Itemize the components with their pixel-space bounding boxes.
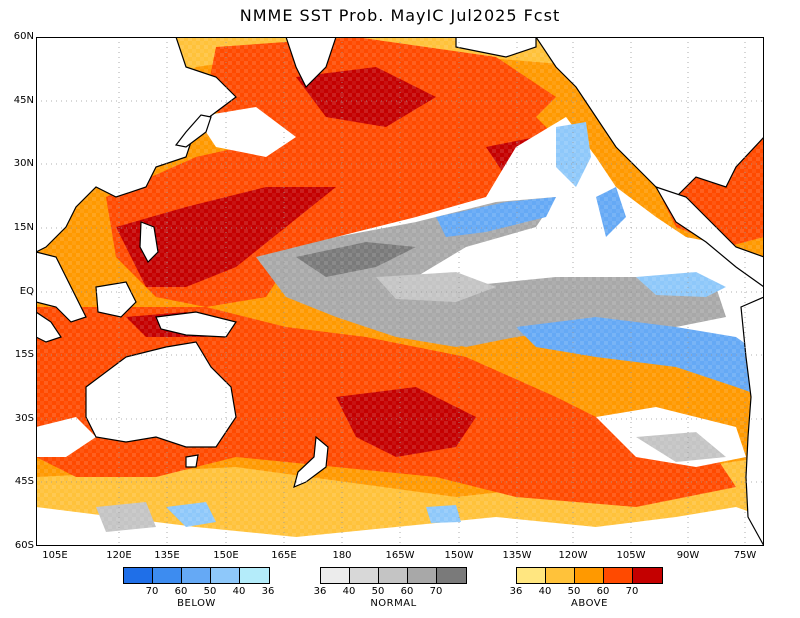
legend-swatch <box>575 568 604 583</box>
land-indochina <box>36 251 87 323</box>
legend-tick: 40 <box>538 586 552 597</box>
legend-swatch <box>437 568 466 583</box>
lon-label: 165E <box>271 550 297 561</box>
lon-label: 120E <box>106 550 132 561</box>
legend-above: 36 40 50 60 70 ABOVE <box>510 567 663 609</box>
sst-probability-map <box>36 37 764 546</box>
lon-label: 105E <box>42 550 68 561</box>
legend-swatch <box>124 568 153 583</box>
legend-tick: 36 <box>509 586 523 597</box>
legend-swatch <box>182 568 211 583</box>
lat-label: 15N <box>13 222 34 233</box>
lon-label: 150W <box>444 550 474 561</box>
legend-swatch <box>240 568 269 583</box>
legend-swatch <box>211 568 240 583</box>
land-aleutians <box>455 37 537 58</box>
land-new-zealand <box>293 435 329 489</box>
lat-label: 45S <box>14 476 34 487</box>
legend-above-swatches <box>516 567 663 584</box>
legend-tick: 60 <box>596 586 610 597</box>
lon-label: 165W <box>385 550 415 561</box>
lon-label: 150E <box>213 550 239 561</box>
legend-above-title: ABOVE <box>571 598 608 609</box>
legend-tick: 60 <box>174 586 188 597</box>
legend-below-title: BELOW <box>177 598 216 609</box>
legend-swatch <box>321 568 350 583</box>
legend-below-swatches <box>123 567 270 584</box>
land-asia <box>36 37 237 253</box>
legend-tick: 70 <box>145 586 159 597</box>
land-masses <box>36 37 764 546</box>
land-south-america <box>740 296 764 546</box>
legend-tick: 60 <box>400 586 414 597</box>
lon-label: 180 <box>332 550 352 561</box>
lat-label: 60S <box>14 540 34 551</box>
legend-swatch <box>633 568 662 583</box>
lat-label: 30S <box>14 413 34 424</box>
land-philippines <box>139 221 159 263</box>
legend-tick: 70 <box>429 586 443 597</box>
legend-tick: 36 <box>313 586 327 597</box>
legend-tick: 36 <box>261 586 275 597</box>
lon-label: 135E <box>154 550 180 561</box>
land-japan <box>174 114 212 148</box>
legend-swatch <box>153 568 182 583</box>
map-title: NMME SST Prob. MayIC Jul2025 Fcst <box>239 6 561 25</box>
legend-swatch <box>408 568 437 583</box>
lon-label: 90W <box>676 550 700 561</box>
lon-label: 75W <box>733 550 757 561</box>
legend-swatch <box>604 568 633 583</box>
lat-label: 45N <box>13 95 34 106</box>
land-central-america <box>654 185 764 288</box>
legend-tick: 70 <box>625 586 639 597</box>
lat-label: 15S <box>14 349 34 360</box>
legend-swatch <box>379 568 408 583</box>
legend-tick: 50 <box>203 586 217 597</box>
land-tasmania <box>185 454 199 468</box>
legend-tick: 40 <box>342 586 356 597</box>
legend-tick: 50 <box>371 586 385 597</box>
legend-normal: 36 40 50 60 70 NORMAL <box>314 567 467 609</box>
land-borneo <box>95 281 137 318</box>
lon-label: 135W <box>502 550 532 561</box>
legend-normal-title: NORMAL <box>370 598 417 609</box>
legend-swatch <box>546 568 575 583</box>
lon-label: 120W <box>558 550 588 561</box>
legend-below: 70 60 50 40 36 BELOW <box>123 567 274 609</box>
land-sumatra <box>36 311 62 343</box>
lat-label: 60N <box>13 31 34 42</box>
legend-swatch <box>350 568 379 583</box>
lon-label: 105W <box>616 550 646 561</box>
legend-tick: 40 <box>232 586 246 597</box>
land-kamchatka <box>285 37 337 89</box>
lat-label: EQ <box>19 286 34 297</box>
lat-label: 30N <box>13 158 34 169</box>
legend-normal-swatches <box>320 567 467 584</box>
legend-tick: 50 <box>567 586 581 597</box>
legend-swatch <box>517 568 546 583</box>
